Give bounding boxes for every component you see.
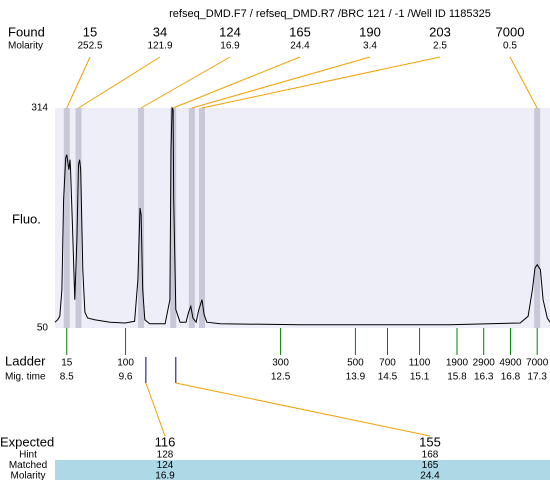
expected-size: 116: [155, 434, 176, 449]
peak-band: [199, 108, 206, 328]
ladder-time: 8.5: [60, 372, 74, 383]
ladder-time: 16.8: [501, 372, 521, 383]
peak-connector: [509, 56, 538, 109]
matched-row-bg: [55, 460, 550, 480]
peak-connector: [66, 56, 91, 109]
found-molarity: 24.4: [290, 41, 310, 52]
peak-band: [188, 108, 195, 328]
ladder-time: 17.3: [527, 372, 547, 383]
expected-size: 155: [419, 434, 441, 449]
mig-time-label: Mig. time: [5, 372, 46, 383]
ladder-time: 13.9: [346, 372, 366, 383]
molarity-label: Molarity: [8, 41, 43, 52]
expected-label: Expected: [0, 434, 54, 449]
peak-connector: [201, 56, 441, 109]
chart-title: refseq_DMD.F7 / refseq_DMD.R7 /BRC 121 /…: [169, 8, 491, 20]
ladder-time: 15.8: [447, 372, 467, 383]
row-value: 24.4: [420, 471, 440, 480]
plot-area: [55, 108, 550, 328]
peak-band: [170, 108, 177, 328]
ladder-time: 14.5: [378, 372, 398, 383]
found-molarity: 2.5: [433, 41, 447, 52]
found-size: 7000: [496, 24, 525, 39]
row-value: 16.9: [155, 471, 175, 480]
row-value: 128: [157, 450, 174, 461]
ladder-label: Ladder: [5, 353, 46, 368]
found-size: 124: [219, 24, 241, 39]
found-size: 203: [429, 24, 451, 39]
ladder-size: 700: [379, 358, 396, 369]
ladder-size: 7000: [526, 358, 549, 369]
found-size: 15: [83, 24, 97, 39]
found-label: Found: [8, 24, 45, 39]
found-size: 165: [289, 24, 311, 39]
peak-band: [534, 108, 541, 328]
trace: [54, 106, 550, 326]
found-size: 190: [359, 24, 381, 39]
found-molarity: 252.5: [77, 41, 102, 52]
found-molarity: 3.4: [363, 41, 377, 52]
ladder-size: 1900: [446, 358, 469, 369]
row-value: 124: [157, 460, 174, 471]
ladder-size: 4900: [499, 358, 522, 369]
ladder-size: 100: [117, 358, 134, 369]
peak-connector: [78, 56, 161, 109]
ladder-size: 500: [347, 358, 364, 369]
expected-connector: [145, 382, 166, 437]
row-label: Hint: [19, 450, 37, 461]
found-molarity: 121.9: [147, 41, 172, 52]
ladder-time: 9.6: [119, 372, 133, 383]
y-axis-label: Fluo.: [12, 211, 41, 226]
row-value: 168: [422, 450, 439, 461]
ladder-size: 1100: [409, 358, 431, 369]
ladder-time: 16.3: [474, 372, 494, 383]
peak-band: [63, 108, 70, 328]
y-tick-label: 50: [37, 323, 49, 334]
row-value: 165: [422, 460, 439, 471]
row-label: Molarity: [10, 471, 45, 480]
peak-connector: [140, 56, 231, 109]
ladder-time: 15.1: [410, 372, 430, 383]
expected-connector: [175, 382, 431, 437]
ladder-size: 15: [61, 358, 73, 369]
peak-connector: [191, 56, 371, 109]
ladder-size: 300: [272, 358, 289, 369]
peak-band: [75, 108, 82, 328]
ladder-time: 12.5: [271, 372, 291, 383]
row-label: Matched: [9, 460, 47, 471]
ladder-size: 2900: [473, 358, 496, 369]
found-size: 34: [153, 24, 167, 39]
y-tick-label: 314: [31, 103, 48, 114]
found-molarity: 16.9: [220, 41, 240, 52]
found-molarity: 0.5: [503, 41, 517, 52]
peak-connector: [172, 56, 301, 109]
